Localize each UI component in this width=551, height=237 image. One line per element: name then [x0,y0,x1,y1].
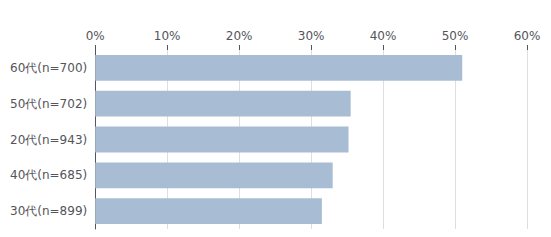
svg-text:60代(n=700): 60代(n=700) [10,61,87,75]
svg-text:20%: 20% [226,29,253,43]
svg-text:50%: 50% [442,29,469,43]
svg-text:10%: 10% [154,29,181,43]
svg-text:50代(n=702): 50代(n=702) [10,97,87,111]
svg-text:20代(n=943): 20代(n=943) [10,133,87,147]
svg-text:40%: 40% [370,29,397,43]
svg-text:30代(n=899): 30代(n=899) [10,204,87,218]
svg-text:0%: 0% [86,29,105,43]
svg-text:60%: 60% [514,29,541,43]
svg-text:30%: 30% [298,29,325,43]
svg-text:40代(n=685): 40代(n=685) [10,168,87,182]
